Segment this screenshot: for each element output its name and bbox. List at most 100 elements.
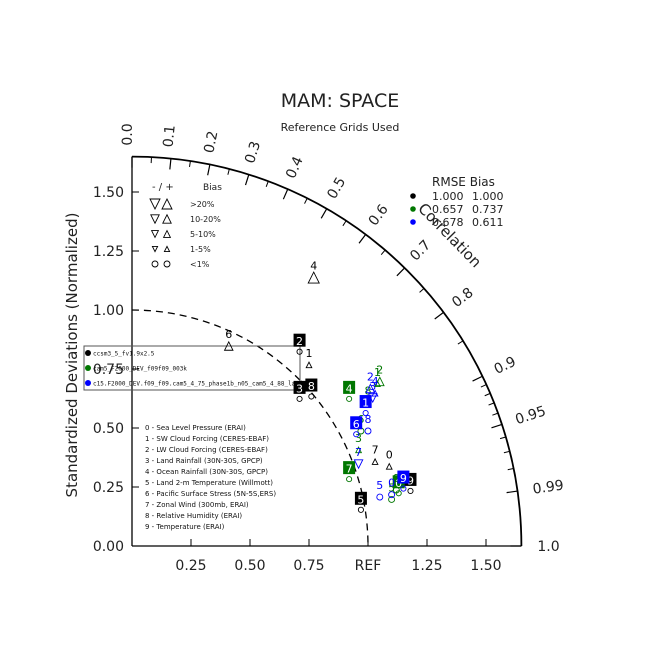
point-label: 1 (362, 397, 369, 410)
corr-major-tick (320, 208, 328, 219)
point-box (343, 380, 356, 394)
corr-minor-tick (484, 392, 491, 397)
bias-legend-label: 1-5% (190, 245, 211, 254)
rmse-marker (410, 206, 416, 212)
rmse-value: 0.678 (432, 216, 464, 229)
corr-minor-tick (227, 168, 230, 175)
corr-minor-tick (189, 160, 191, 168)
point-box (397, 470, 410, 484)
variable-item: 5 - Land 2-m Temperature (Willmott) (145, 479, 273, 487)
corr-minor-tick (488, 402, 495, 406)
corr-minor-tick (342, 220, 347, 227)
y-tick-label: 1.25 (93, 244, 124, 260)
bias-legend-label: 10-20% (190, 215, 221, 224)
point-label: 4 (310, 260, 317, 273)
corr-tick-label: 0.4 (283, 154, 307, 181)
point-circle (296, 395, 303, 402)
point-box (343, 461, 356, 475)
corr-minor-tick (480, 384, 487, 388)
x-tick-label: 0.25 (175, 558, 206, 574)
corr-minor-tick (457, 340, 464, 345)
point-label: 5 (376, 479, 383, 492)
point-triangle-up (305, 361, 313, 369)
corr-tick-label: 1.0 (537, 539, 559, 555)
rmse-value: 1.000 (432, 190, 464, 203)
bias-legend-label: 5-10% (190, 230, 216, 239)
bias-up-triangle (161, 197, 173, 210)
point-circle (388, 495, 396, 503)
y-tick-label: 0.50 (93, 421, 124, 437)
point-triangle-down (353, 459, 364, 470)
corr-minor-tick (304, 198, 308, 204)
point-box (293, 333, 306, 347)
point-label: 2 (296, 335, 303, 348)
point-label: 1 (374, 366, 381, 379)
case-legend-frame (83, 345, 301, 391)
rmse-legend-header: RMSE Bias (432, 175, 495, 189)
y-tick-label: 1.00 (93, 303, 124, 319)
point-label: 7 (372, 444, 379, 457)
point-label: 5 (388, 481, 395, 494)
corr-major-tick (472, 375, 483, 382)
bias-down-triangle (150, 230, 160, 239)
x-tick-label: REF (355, 558, 382, 574)
variable-item: 7 - Zonal Wind (300mb, ERAI) (145, 501, 249, 509)
corr-tick-label: 0.5 (324, 175, 349, 202)
point-label: 3 (369, 380, 376, 393)
bias-circle (163, 260, 171, 268)
y-tick-label: 1.50 (93, 185, 124, 201)
point-circle (388, 491, 396, 499)
point-label: 7 (355, 446, 362, 459)
bias-down-triangle (150, 214, 160, 225)
variable-list: 0 - Sea Level Pressure (ERAI) 1 - SW Clou… (145, 424, 276, 531)
corr-tick-label: 0.3 (242, 139, 264, 165)
bias-value: 0.611 (472, 216, 504, 229)
point-circle (376, 493, 384, 501)
point-label: 9 (393, 472, 400, 485)
case-label: cam5_F2000_DEV_f09f09_003k (93, 366, 187, 373)
corr-minor-tick (419, 288, 425, 293)
variable-item: 0 - Sea Level Pressure (ERAI) (145, 424, 246, 432)
corr-minor-tick (503, 450, 510, 454)
point-circle (407, 487, 414, 494)
case-marker (85, 380, 91, 386)
rmse-marker (410, 193, 416, 199)
bias-up-triangle (162, 213, 172, 224)
corr-minor-tick (380, 249, 386, 255)
point-circle (364, 427, 372, 435)
point-circle (346, 395, 353, 402)
corr-tick-label: 0.8 (449, 285, 476, 311)
point-label: 5 (357, 493, 364, 506)
y-tick-label: 0.25 (93, 480, 124, 496)
bias-circle (151, 260, 159, 268)
point-label: 8 (365, 385, 372, 398)
corr-tick-label: 0.2 (201, 130, 221, 155)
corr-tick-label: 0.95 (513, 403, 548, 428)
point-box (305, 378, 318, 392)
bias-down-triangle (151, 245, 159, 253)
point-triangle-up (365, 383, 376, 394)
bias-value: 1.000 (472, 190, 504, 203)
corr-minor-tick (499, 436, 506, 440)
point-label: 8 (308, 380, 315, 393)
bias-value: 0.737 (472, 203, 504, 216)
bias-legend-label: >20% (190, 200, 215, 209)
point-label: 9 (407, 474, 414, 487)
point-circle (308, 393, 315, 400)
point-box (350, 416, 363, 430)
point-triangle-up (374, 376, 385, 387)
y-axis-label: Standardized Deviations (Normalized) (63, 213, 81, 498)
corr-major-tick (358, 234, 367, 244)
bias-legend-header: Bias (203, 183, 222, 193)
point-circle (346, 476, 353, 483)
case-legend: ccsm3_5_fv1.9x2.5 cam5_F2000_DEV_f09f09_0… (83, 345, 314, 391)
point-label: 6 (353, 418, 360, 431)
point-label: 9 (400, 472, 407, 485)
point-triangle-up (355, 446, 363, 454)
variable-item: 1 - SW Cloud Forcing (CERES-EBAF) (145, 435, 269, 443)
rmse-marker (410, 219, 416, 225)
point-label: 2 (376, 363, 383, 376)
bias-down-triangle (149, 198, 161, 211)
